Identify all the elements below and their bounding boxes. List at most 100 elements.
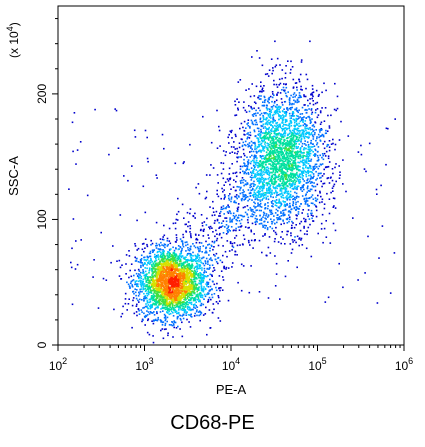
event-point [255,220,257,222]
event-point [166,305,169,307]
event-point [291,168,293,170]
event-point [215,210,218,213]
event-point [122,305,124,308]
event-point [305,161,307,164]
event-point [158,301,161,304]
event-point [171,324,174,327]
event-point [212,248,214,251]
event-point [202,230,205,232]
event-point [235,227,237,230]
event-point [161,244,163,246]
event-point [297,196,300,198]
event-point [254,148,256,150]
event-point [174,260,177,263]
event-point [320,222,323,225]
event-point [133,292,135,295]
event-point [310,181,313,183]
event-point [173,258,175,260]
event-point [268,137,270,139]
event-point [261,64,264,67]
event-point [221,289,224,291]
event-point [124,292,127,295]
event-point [273,181,275,183]
event-point [283,209,285,212]
event-point [297,157,300,160]
event-point [268,171,270,173]
event-point [279,125,281,127]
event-point [327,157,330,160]
event-point [235,114,238,116]
event-point [160,253,162,256]
event-point [302,209,304,211]
event-point [298,117,300,119]
event-point [147,318,150,320]
event-point [164,306,167,309]
event-point [281,120,284,122]
event-point [139,288,141,291]
event-point [295,140,298,143]
event-point [257,202,259,204]
event-point [275,106,277,109]
event-point [281,69,284,71]
event-point [262,127,265,129]
event-point [146,264,148,266]
event-point [270,111,273,113]
event-point [258,95,260,97]
event-point [170,307,173,310]
event-point [190,281,192,283]
event-point [209,264,211,267]
event-point [256,218,258,220]
event-point [254,173,257,175]
event-point [189,271,192,274]
event-point [323,120,326,122]
event-point [135,272,138,275]
event-point [331,187,334,189]
event-point [185,314,187,316]
event-point [251,122,254,125]
event-point [157,270,160,272]
event-point [242,141,245,144]
event-point [266,161,269,163]
event-point [266,123,269,126]
event-point [280,165,283,167]
event-point [284,124,287,126]
event-point [195,288,198,290]
event-point [148,262,150,264]
event-point [194,270,197,273]
event-point [327,155,330,157]
event-point [169,301,171,304]
event-point [193,269,196,272]
event-point [255,155,257,157]
event-point [309,174,312,176]
event-point [234,152,236,154]
event-point [240,225,243,227]
event-point [282,164,284,167]
event-point [143,285,145,287]
event-point [259,165,261,168]
event-point [191,260,193,263]
event-point [156,300,158,303]
event-point [269,95,272,98]
event-point [288,184,291,186]
event-point [375,188,378,191]
event-point [267,192,270,194]
event-point [203,275,206,277]
event-point [287,193,289,196]
event-point [195,256,198,259]
event-point [221,187,223,190]
event-point [251,83,253,85]
event-point [134,269,136,272]
event-point [199,294,202,297]
event-point [309,40,311,43]
event-point [215,261,218,263]
event-point [146,157,149,160]
event-point [265,134,268,136]
event-point [287,260,289,262]
event-point [259,188,261,190]
event-point [255,85,258,88]
event-point [316,177,318,180]
event-point [306,213,309,215]
event-point [252,171,254,174]
event-point [197,246,199,249]
event-point [142,281,144,283]
